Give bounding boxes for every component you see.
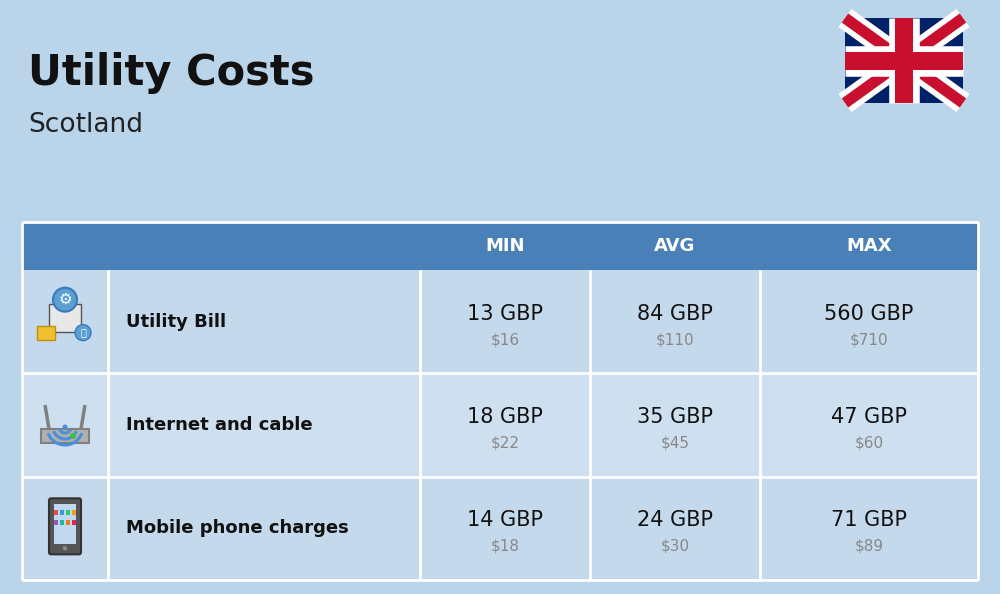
Bar: [37, 326, 55, 340]
Circle shape: [53, 287, 77, 312]
Text: $60: $60: [854, 435, 884, 450]
Text: $18: $18: [490, 539, 520, 554]
Circle shape: [75, 325, 91, 341]
Bar: [22, 374, 978, 476]
Text: $710: $710: [850, 332, 888, 347]
Text: $89: $89: [854, 539, 884, 554]
Bar: [54, 504, 76, 544]
Text: 35 GBP: 35 GBP: [637, 407, 713, 427]
Text: Utility Bill: Utility Bill: [126, 312, 226, 331]
Circle shape: [70, 433, 76, 439]
Bar: [72, 510, 76, 514]
Text: Utility Costs: Utility Costs: [28, 52, 314, 94]
Text: 71 GBP: 71 GBP: [831, 510, 907, 530]
Bar: [54, 510, 58, 514]
Text: 47 GBP: 47 GBP: [831, 407, 907, 427]
Bar: [66, 510, 70, 514]
Text: 14 GBP: 14 GBP: [467, 510, 543, 530]
Text: Internet and cable: Internet and cable: [126, 416, 313, 434]
Bar: [22, 222, 978, 270]
Text: 18 GBP: 18 GBP: [467, 407, 543, 427]
Bar: [60, 510, 64, 514]
Text: $22: $22: [490, 435, 520, 450]
Bar: [845, 18, 963, 103]
Text: 560 GBP: 560 GBP: [824, 304, 914, 324]
Text: 24 GBP: 24 GBP: [637, 510, 713, 530]
Text: Scotland: Scotland: [28, 112, 143, 138]
Text: MAX: MAX: [846, 237, 892, 255]
Text: $30: $30: [660, 539, 690, 554]
Text: ⚙: ⚙: [58, 292, 72, 307]
Text: 84 GBP: 84 GBP: [637, 304, 713, 324]
Bar: [41, 429, 89, 443]
Text: $110: $110: [656, 332, 694, 347]
Text: $45: $45: [660, 435, 690, 450]
Bar: [49, 304, 81, 331]
Circle shape: [62, 545, 68, 551]
Text: AVG: AVG: [654, 237, 696, 255]
Bar: [54, 520, 58, 525]
Text: $16: $16: [490, 332, 520, 347]
Bar: [60, 520, 64, 525]
Circle shape: [62, 425, 68, 429]
Bar: [22, 270, 978, 374]
Text: 13 GBP: 13 GBP: [467, 304, 543, 324]
Text: MIN: MIN: [485, 237, 525, 255]
Bar: [22, 476, 978, 580]
Bar: [72, 520, 76, 525]
Bar: [66, 520, 70, 525]
Text: 💧: 💧: [80, 328, 86, 337]
FancyBboxPatch shape: [49, 498, 81, 554]
Text: Mobile phone charges: Mobile phone charges: [126, 519, 349, 538]
